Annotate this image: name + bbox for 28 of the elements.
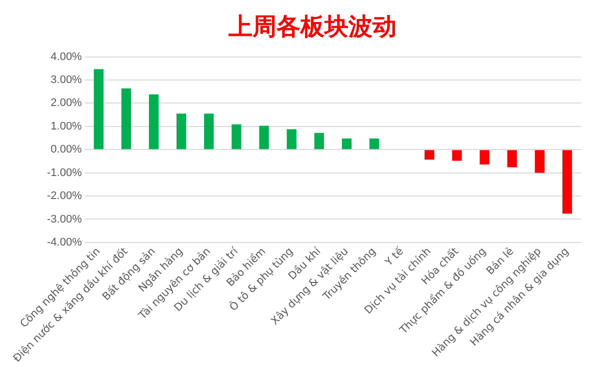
bar [232, 124, 242, 150]
bar [148, 94, 159, 150]
bar [480, 150, 490, 164]
chart-title: 上周各板块波动 [228, 12, 396, 41]
y-tick-label: -4.00% [46, 236, 82, 248]
y-tick-label: 3.00% [50, 74, 82, 86]
bar [342, 138, 352, 150]
bar [507, 150, 517, 168]
bar [452, 150, 462, 161]
y-tick-label: 4.00% [50, 50, 82, 63]
y-tick-label: 0.00% [50, 144, 82, 156]
bar [204, 114, 214, 150]
bar [94, 69, 104, 150]
y-tick-label: -2.00% [46, 190, 82, 202]
bar [424, 150, 434, 160]
bar [259, 126, 269, 150]
bar [369, 138, 380, 150]
x-tick-label: Y tế [382, 245, 406, 270]
y-tick-label: 2.00% [50, 97, 82, 110]
y-tick-label: -3.00% [46, 213, 82, 226]
y-tick-label: -1.00% [46, 166, 82, 179]
bar [314, 132, 324, 150]
bar [176, 114, 186, 150]
bar [286, 129, 296, 150]
bar [562, 150, 572, 214]
bar [534, 150, 544, 173]
bar [121, 88, 132, 150]
y-tick-label: 1.00% [50, 120, 82, 132]
